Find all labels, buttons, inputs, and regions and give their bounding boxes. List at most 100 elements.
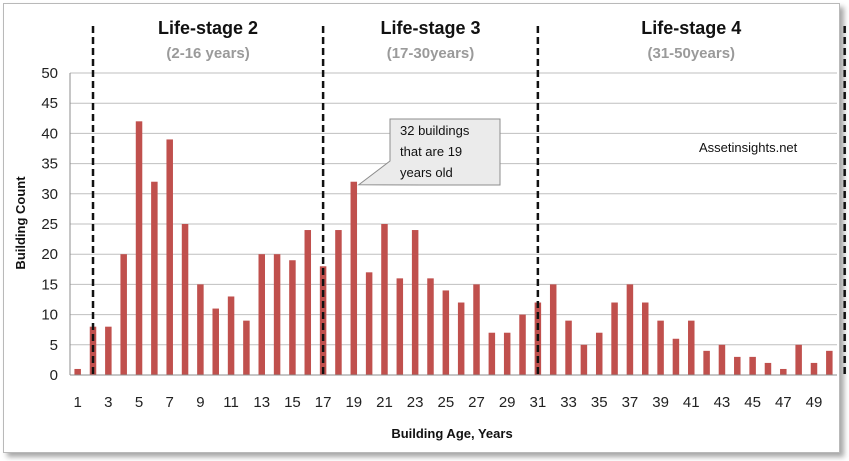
x-tick-label: 13: [253, 394, 270, 411]
bar: [243, 320, 250, 375]
x-tick-label: 37: [622, 394, 639, 411]
y-tick-label: 30: [41, 186, 58, 203]
y-tick-label: 50: [41, 65, 58, 82]
x-tick-label: 25: [437, 394, 454, 411]
bar: [795, 344, 802, 375]
bar: [826, 350, 833, 375]
bar: [105, 326, 112, 375]
bar: [151, 181, 158, 375]
y-tick-label: 0: [50, 367, 58, 384]
y-axis-label: Building Count: [13, 176, 28, 270]
y-tick-label: 15: [41, 276, 58, 293]
bar: [289, 260, 296, 375]
bar: [227, 296, 235, 375]
x-tick-label: 19: [345, 394, 362, 411]
x-tick-label: 33: [560, 394, 577, 411]
x-tick-label: 45: [744, 394, 761, 411]
bar: [549, 284, 557, 375]
bar: [273, 254, 281, 375]
bar: [350, 181, 358, 375]
stage-title: Life-stage 4: [641, 18, 741, 38]
bar: [212, 308, 219, 375]
x-tick-label: 23: [407, 394, 424, 411]
bar: [810, 362, 818, 375]
bar: [258, 254, 265, 375]
bar: [734, 356, 741, 375]
x-tick-label: 35: [591, 394, 608, 411]
y-tick-label: 10: [41, 307, 58, 324]
callout-line-3: years old: [400, 165, 453, 180]
y-tick-label: 40: [41, 125, 58, 142]
x-axis-label: Building Age, Years: [391, 426, 512, 441]
x-tick-label: 41: [683, 394, 700, 411]
bar: [672, 338, 680, 375]
bar: [304, 230, 312, 375]
y-tick-label: 20: [41, 246, 58, 263]
bar: [642, 302, 649, 375]
bar: [780, 368, 787, 375]
bar: [749, 356, 756, 375]
x-tick-label: 1: [73, 394, 81, 411]
bar: [74, 368, 81, 375]
x-tick-label: 43: [714, 394, 731, 411]
y-tick-label: 35: [41, 156, 58, 173]
bar: [611, 302, 618, 375]
bar: [565, 320, 572, 375]
x-tick-label: 29: [499, 394, 516, 411]
y-tick-label: 45: [41, 95, 58, 112]
bar: [197, 284, 204, 375]
x-tick-label: 9: [196, 394, 204, 411]
bar: [135, 121, 143, 375]
x-tick-label: 39: [652, 394, 669, 411]
bar: [427, 278, 434, 375]
bar: [764, 362, 772, 375]
bar: [181, 224, 189, 375]
x-tick-label: 5: [135, 394, 143, 411]
bar: [519, 314, 526, 375]
bar: [319, 266, 327, 375]
bar: [488, 332, 496, 375]
x-tick-label: 31: [530, 394, 547, 411]
x-tick-label: 27: [468, 394, 485, 411]
y-axis-ticks: 0 5 10 15 20 25 30 35 40 45 50: [41, 65, 58, 384]
stage-subtitle: (2-16 years): [166, 45, 249, 62]
bar: [626, 284, 634, 375]
bar: [442, 290, 450, 375]
bar: [335, 230, 342, 375]
x-tick-label: 49: [806, 394, 823, 411]
x-tick-label: 7: [166, 394, 174, 411]
x-tick-label: 3: [104, 394, 112, 411]
bar: [595, 332, 603, 375]
annotation-callout: 32 buildings that are 19 years old: [357, 118, 501, 186]
life-stage-dividers: Life-stage 2 (2-16 years) Life-stage 3 (17-…: [91, 18, 846, 378]
bar: [120, 254, 127, 375]
x-axis-ticks: 1 3 5 7 9 11 13 15 17 19 21 23 25 27 29 31 33 35 37 39 41 43 4…: [73, 394, 822, 411]
stage-title: Life-stage 2: [158, 18, 258, 38]
bar: [473, 284, 480, 375]
x-tick-label: 17: [315, 394, 332, 411]
callout-line-2: that are 19: [400, 144, 462, 159]
bar: [657, 320, 664, 375]
bar: [381, 224, 388, 375]
bar: [718, 344, 726, 375]
bar: [503, 332, 511, 375]
bar: [580, 344, 588, 375]
bar: [365, 272, 373, 375]
callout-line-1: 32 buildings: [400, 123, 470, 138]
watermark-text: Assetinsights.net: [699, 140, 798, 155]
y-tick-label: 25: [41, 216, 58, 233]
y-tick-label: 5: [50, 337, 58, 354]
bar: [457, 302, 465, 375]
bar: [396, 278, 404, 375]
stage-title: Life-stage 3: [380, 18, 480, 38]
callout-bubble: [357, 118, 501, 186]
bar: [703, 350, 710, 375]
x-tick-label: 21: [376, 394, 393, 411]
stage-subtitle: (31-50years): [647, 45, 735, 62]
bar: [166, 139, 173, 375]
x-tick-label: 15: [284, 394, 301, 411]
bar: [411, 230, 419, 375]
bar: [688, 320, 695, 375]
stage-subtitle: (17-30years): [387, 45, 475, 62]
